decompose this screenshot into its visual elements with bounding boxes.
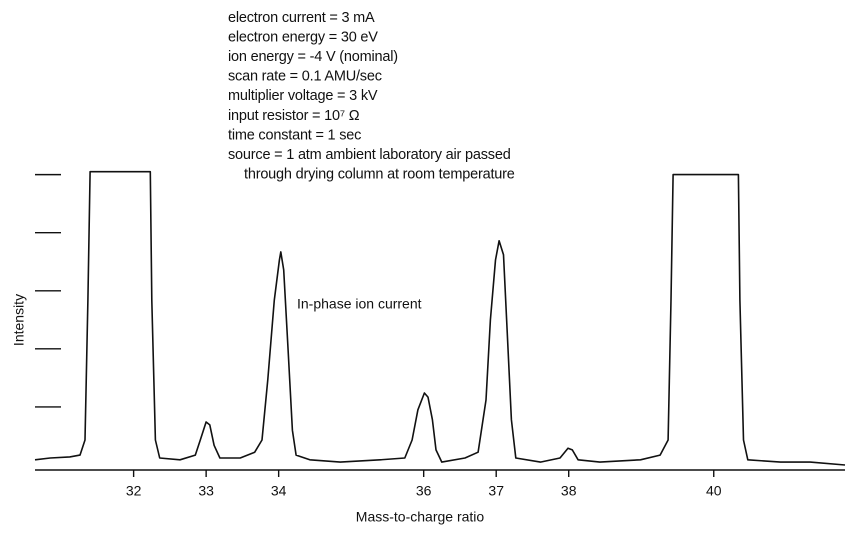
- condition-line: through drying column at room temperatur…: [244, 167, 515, 183]
- trace-label: In-phase ion current: [297, 296, 422, 312]
- condition-line: electron current = 3 mA: [228, 10, 375, 26]
- x-tick-label: 34: [271, 483, 287, 499]
- x-axis-label: Mass-to-charge ratio: [356, 509, 485, 525]
- x-tick-label: 36: [416, 483, 432, 499]
- condition-line: time constant = 1 sec: [228, 127, 361, 143]
- condition-line: ion energy = -4 V (nominal): [228, 49, 398, 65]
- y-axis-label: Intensity: [11, 294, 27, 346]
- x-tick-label: 33: [198, 483, 214, 499]
- condition-line: input resistor = 10⁷ Ω: [228, 108, 360, 124]
- x-tick-label: 40: [706, 483, 722, 499]
- condition-line: multiplier voltage = 3 kV: [228, 88, 378, 104]
- x-tick-label: 32: [126, 483, 142, 499]
- x-tick-label: 37: [488, 483, 504, 499]
- trace: [34, 170, 846, 466]
- condition-line: electron energy = 30 eV: [228, 29, 378, 45]
- condition-line: scan rate = 0.1 AMU/sec: [228, 69, 382, 85]
- condition-line: source = 1 atm ambient laboratory air pa…: [228, 147, 511, 163]
- x-tick-label: 38: [561, 483, 577, 499]
